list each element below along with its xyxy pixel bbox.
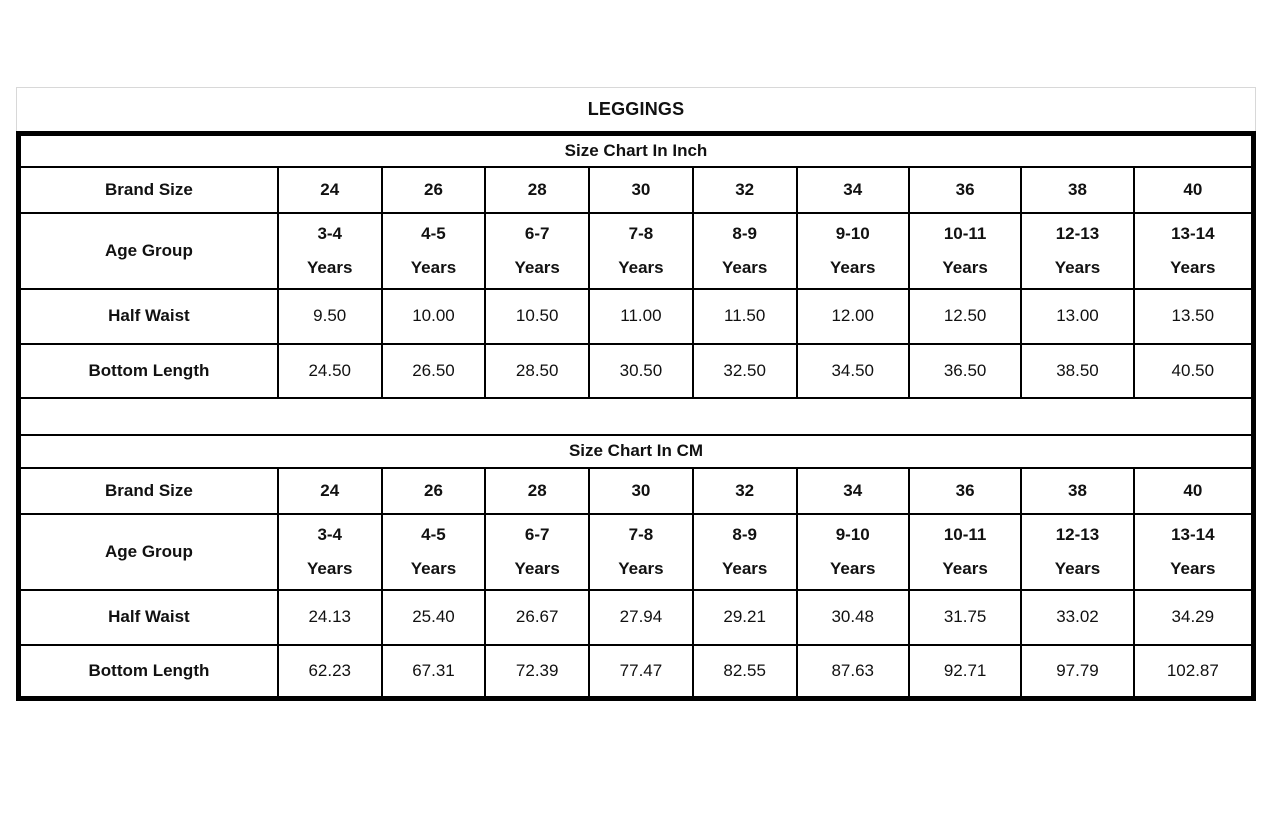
cell-half-waist: 13.50 xyxy=(1132,287,1255,345)
page-title: LEGGINGS xyxy=(587,99,685,119)
cell-bottom-length: 40.50 xyxy=(1132,342,1255,399)
table-row-half-waist: Half Waist 9.50 10.00 10.50 11.00 11.50 12.00 1… xyxy=(17,287,1255,345)
cell-half-waist: 30.48 xyxy=(795,588,910,646)
cell-bottom-length: 102.87 xyxy=(1132,643,1255,700)
spacer-row xyxy=(18,396,1254,436)
cell-half-waist: 10.50 xyxy=(484,287,591,345)
cell-bottom-length: 30.50 xyxy=(588,342,694,399)
cell-half-waist: 9.50 xyxy=(276,287,383,345)
cell-brand-size: 24 xyxy=(276,165,383,214)
cell-age-group: 7-8 Years xyxy=(588,512,694,591)
page-title-box: LEGGINGS xyxy=(16,87,1256,131)
row-label-brand-size: Brand Size xyxy=(17,466,279,515)
cell-bottom-length: 32.50 xyxy=(691,342,798,399)
cell-bottom-length: 62.23 xyxy=(276,643,383,700)
cell-age-group: 4-5 Years xyxy=(380,512,487,591)
cell-brand-size: 30 xyxy=(588,165,694,214)
cell-brand-size: 32 xyxy=(691,466,798,515)
size-chart-table: Size Chart In Inch Brand Size 24 26 28 30 32 34… xyxy=(16,131,1256,701)
cell-bottom-length: 72.39 xyxy=(484,643,591,700)
row-label-brand-size: Brand Size xyxy=(17,165,279,214)
cell-brand-size: 36 xyxy=(907,466,1023,515)
cell-half-waist: 26.67 xyxy=(484,588,591,646)
section-title: Size Chart In CM xyxy=(17,433,1255,469)
cell-bottom-length: 38.50 xyxy=(1020,342,1135,399)
cell-age-group: 3-4 Years xyxy=(276,211,383,290)
cell-bottom-length: 87.63 xyxy=(795,643,910,700)
cell-half-waist: 11.00 xyxy=(588,287,694,345)
cell-half-waist: 27.94 xyxy=(588,588,694,646)
cell-age-group: 7-8 Years xyxy=(588,211,694,290)
row-label-age-group: Age Group xyxy=(17,211,279,290)
row-label-half-waist: Half Waist xyxy=(17,588,279,646)
cell-bottom-length: 24.50 xyxy=(276,342,383,399)
cell-half-waist: 11.50 xyxy=(691,287,798,345)
cell-age-group: 10-11 Years xyxy=(907,512,1023,591)
cell-brand-size: 26 xyxy=(380,165,487,214)
cell-brand-size: 28 xyxy=(484,165,591,214)
row-label-half-waist: Half Waist xyxy=(17,287,279,345)
table-row-half-waist: Half Waist 24.13 25.40 26.67 27.94 29.21 30.48… xyxy=(17,588,1255,646)
cell-brand-size: 24 xyxy=(276,466,383,515)
cell-age-group: 10-11 Years xyxy=(907,211,1023,290)
cell-age-group: 3-4 Years xyxy=(276,512,383,591)
cell-brand-size: 26 xyxy=(380,466,487,515)
cell-brand-size: 30 xyxy=(588,466,694,515)
cell-half-waist: 24.13 xyxy=(276,588,383,646)
cell-brand-size: 34 xyxy=(795,466,910,515)
section-title: Size Chart In Inch xyxy=(17,132,1255,168)
cell-half-waist: 12.00 xyxy=(795,287,910,345)
cell-bottom-length: 67.31 xyxy=(380,643,487,700)
cell-age-group: 6-7 Years xyxy=(484,512,591,591)
table-row-age-group: Age Group 3-4 Years 4-5 Years 6-7 Years 7-8 … xyxy=(17,512,1255,591)
cell-age-group: 9-10 Years xyxy=(795,512,910,591)
table-row-brand-size: Brand Size 24 26 28 30 32 34 36 38 40 xyxy=(17,165,1255,214)
table-row-age-group: Age Group 3-4 Years 4-5 Years 6-7 Years 7-8 … xyxy=(17,211,1255,290)
cell-brand-size: 40 xyxy=(1132,165,1255,214)
cell-age-group: 4-5 Years xyxy=(380,211,487,290)
cell-bottom-length: 26.50 xyxy=(380,342,487,399)
cell-age-group: 8-9 Years xyxy=(691,211,798,290)
row-label-bottom-length: Bottom Length xyxy=(17,643,279,700)
cell-bottom-length: 34.50 xyxy=(795,342,910,399)
spacer-cell xyxy=(18,396,1254,436)
cell-age-group: 12-13 Years xyxy=(1020,512,1135,591)
cell-half-waist: 10.00 xyxy=(380,287,487,345)
cell-age-group: 9-10 Years xyxy=(795,211,910,290)
cell-half-waist: 25.40 xyxy=(380,588,487,646)
cell-bottom-length: 97.79 xyxy=(1020,643,1135,700)
cell-brand-size: 36 xyxy=(907,165,1023,214)
cell-half-waist: 12.50 xyxy=(907,287,1023,345)
cell-age-group: 12-13 Years xyxy=(1020,211,1135,290)
cell-brand-size: 34 xyxy=(795,165,910,214)
section-header-row: Size Chart In CM xyxy=(17,433,1255,469)
cell-brand-size: 40 xyxy=(1132,466,1255,515)
cell-half-waist: 13.00 xyxy=(1020,287,1135,345)
cell-half-waist: 29.21 xyxy=(691,588,798,646)
cell-brand-size: 38 xyxy=(1020,466,1135,515)
cell-age-group: 6-7 Years xyxy=(484,211,591,290)
row-label-age-group: Age Group xyxy=(17,512,279,591)
row-label-bottom-length: Bottom Length xyxy=(17,342,279,399)
cell-bottom-length: 92.71 xyxy=(907,643,1023,700)
cell-age-group: 8-9 Years xyxy=(691,512,798,591)
cell-brand-size: 32 xyxy=(691,165,798,214)
cell-age-group: 13-14 Years xyxy=(1132,211,1255,290)
section-header-row: Size Chart In Inch xyxy=(17,132,1255,168)
cell-bottom-length: 36.50 xyxy=(907,342,1023,399)
cell-age-group: 13-14 Years xyxy=(1132,512,1255,591)
cell-half-waist: 31.75 xyxy=(907,588,1023,646)
cell-brand-size: 38 xyxy=(1020,165,1135,214)
table-row-bottom-length: Bottom Length 62.23 67.31 72.39 77.47 82.55 87… xyxy=(17,643,1255,700)
cell-bottom-length: 77.47 xyxy=(588,643,694,700)
table-row-bottom-length: Bottom Length 24.50 26.50 28.50 30.50 32.50 34… xyxy=(17,342,1255,399)
cell-brand-size: 28 xyxy=(484,466,591,515)
table-row-brand-size: Brand Size 24 26 28 30 32 34 36 38 40 xyxy=(17,466,1255,515)
cell-half-waist: 33.02 xyxy=(1020,588,1135,646)
cell-half-waist: 34.29 xyxy=(1132,588,1255,646)
cell-bottom-length: 82.55 xyxy=(691,643,798,700)
cell-bottom-length: 28.50 xyxy=(484,342,591,399)
